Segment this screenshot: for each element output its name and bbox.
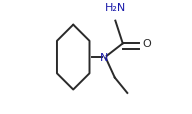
Text: O: O	[142, 39, 151, 49]
Text: H₂N: H₂N	[105, 3, 126, 12]
Text: N: N	[100, 53, 109, 62]
